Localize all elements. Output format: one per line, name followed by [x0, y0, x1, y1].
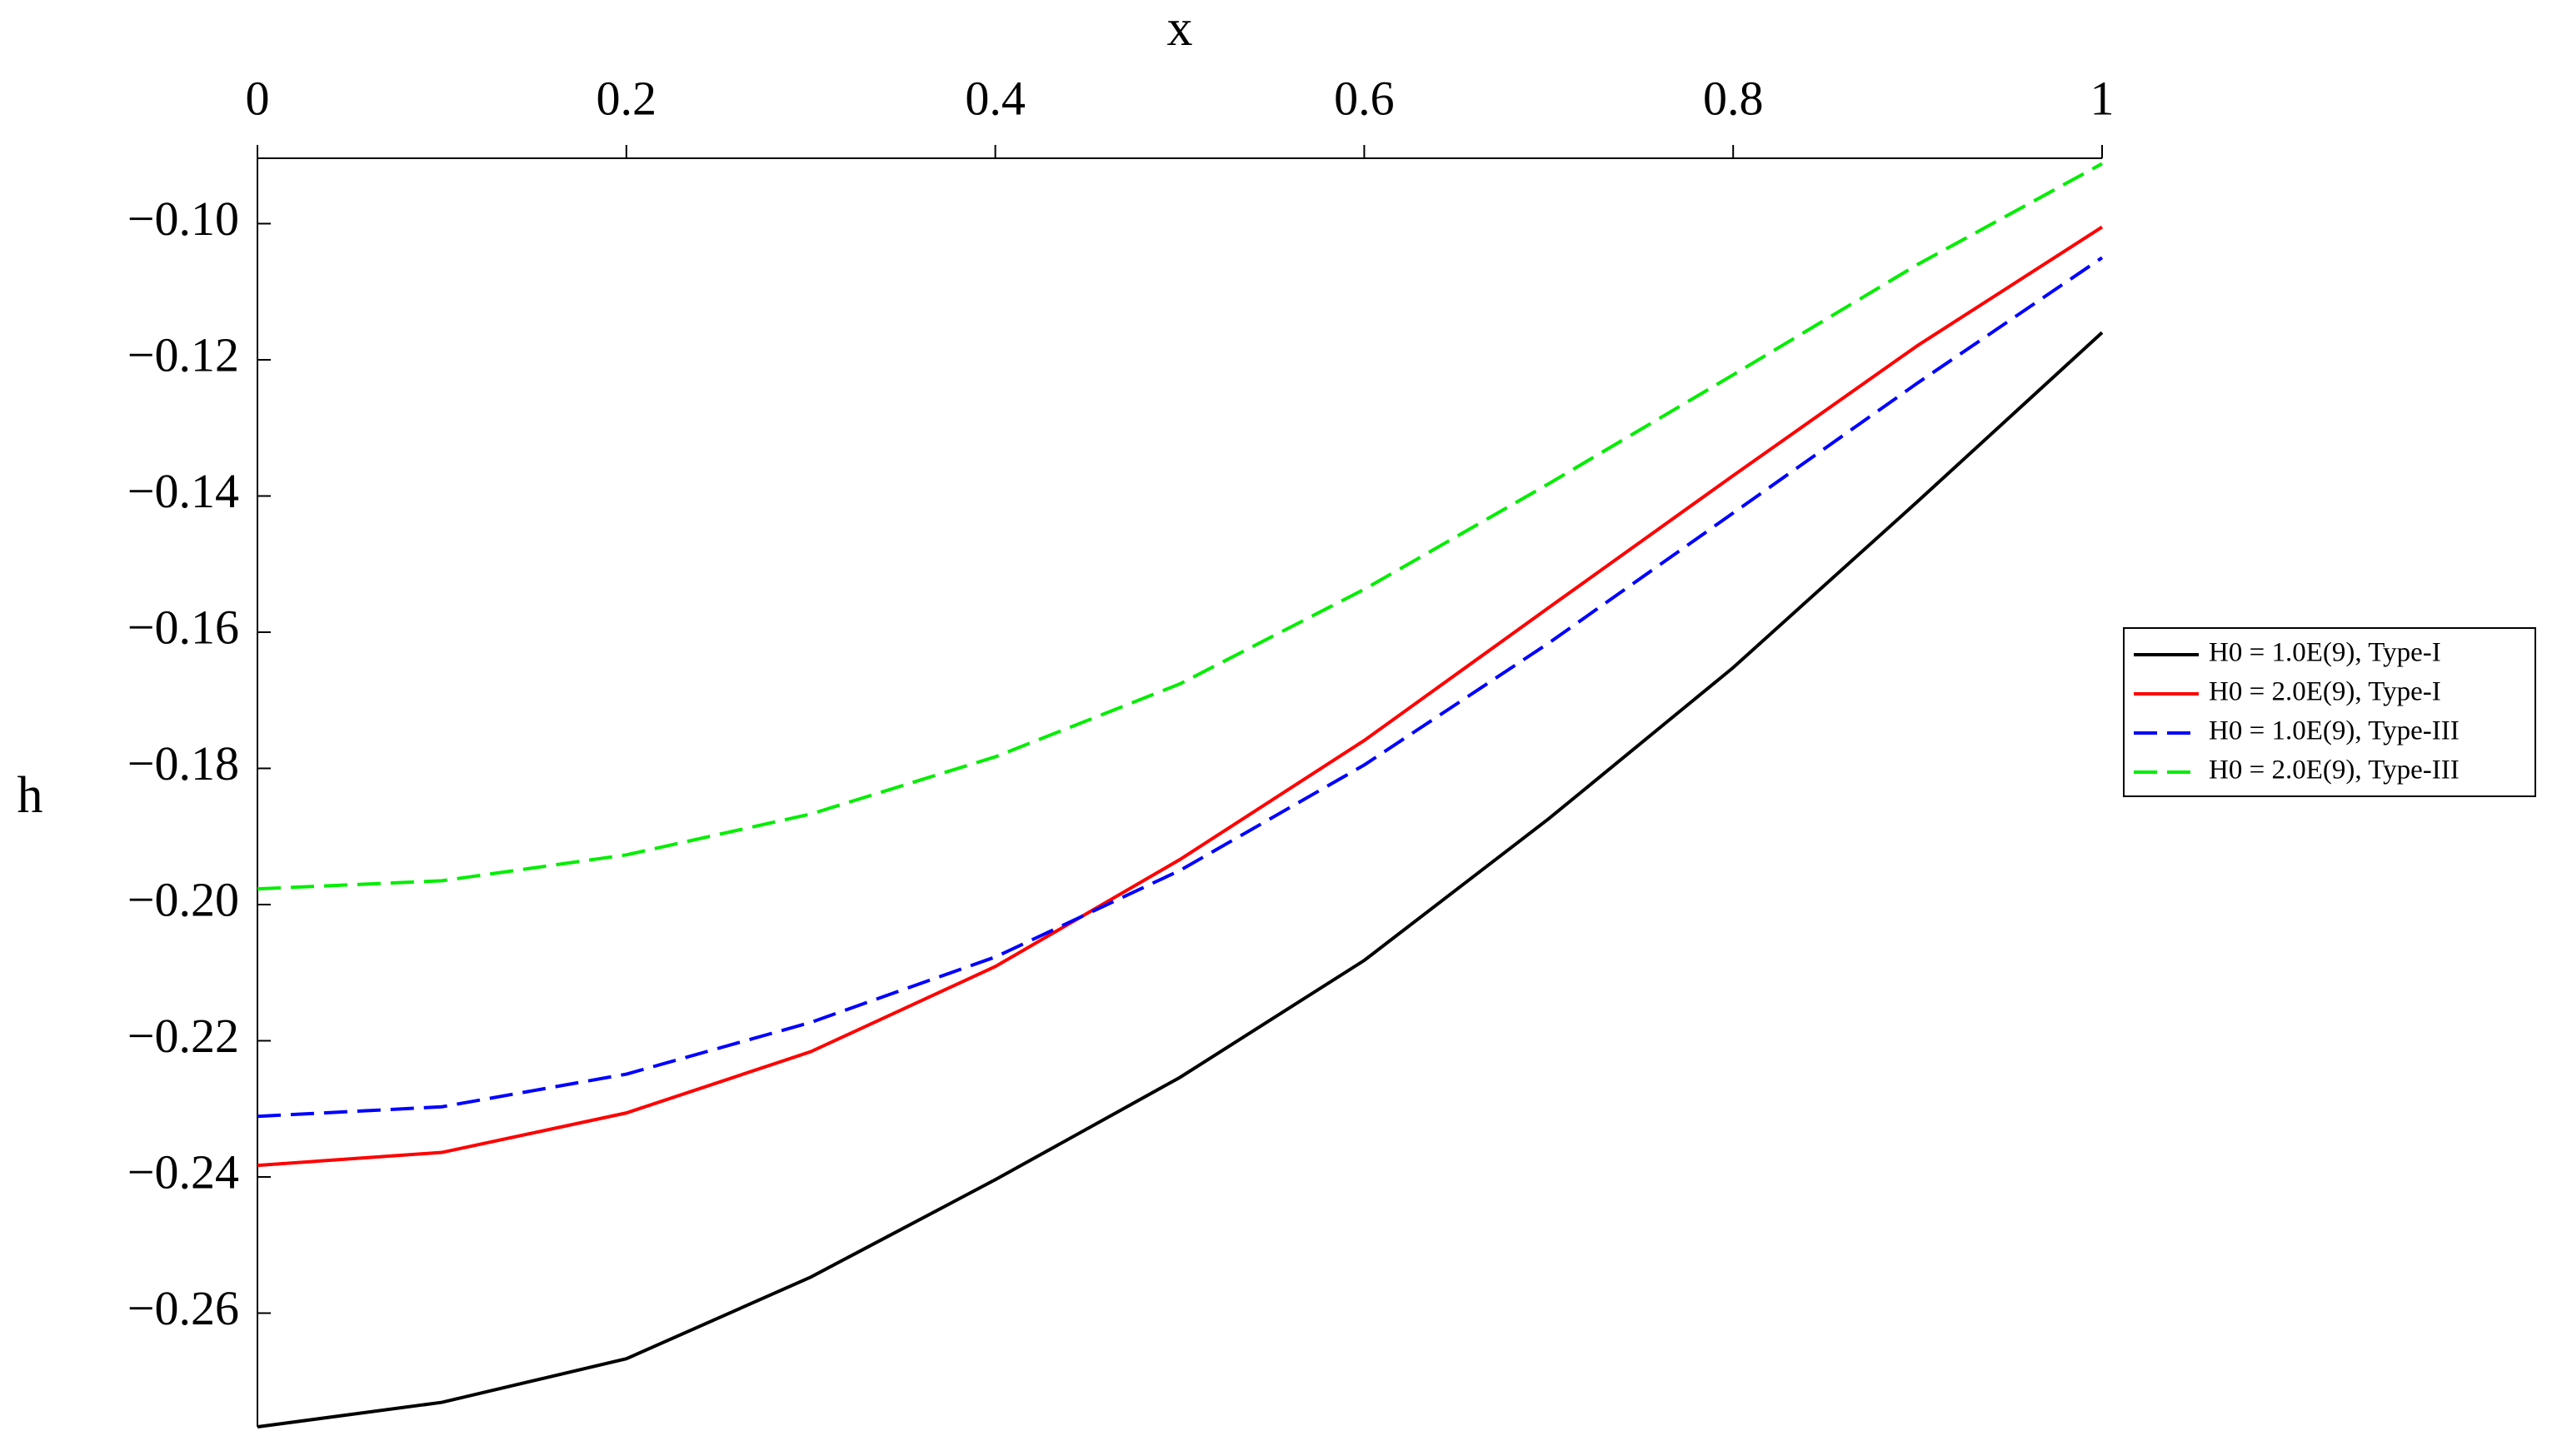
- y-tick-label: −0.10: [127, 192, 239, 246]
- series-line: [257, 331, 2104, 1429]
- x-tick-label: 0.6: [1334, 71, 1395, 125]
- x-axis-label: x: [1167, 0, 1193, 57]
- y-tick-label: −0.18: [127, 736, 239, 790]
- y-tick-label: −0.12: [127, 327, 239, 381]
- y-tick-label: −0.20: [127, 872, 239, 926]
- x-tick-label: 0.2: [597, 71, 657, 125]
- x-tick-label: 0: [246, 71, 270, 125]
- y-tick-label: −0.16: [127, 600, 239, 654]
- legend-label: H0 = 1.0E(9), Type-III: [2209, 716, 2460, 746]
- y-tick-label: −0.26: [127, 1281, 239, 1335]
- y-tick-label: −0.24: [127, 1144, 239, 1199]
- series-line: [257, 225, 2104, 1168]
- legend-label: H0 = 2.0E(9), Type-I: [2209, 677, 2441, 707]
- legend-label: H0 = 2.0E(9), Type-III: [2209, 755, 2460, 785]
- x-tick-label: 0.8: [1703, 71, 1764, 125]
- series-line: [257, 256, 2104, 1119]
- y-axis-label: h: [17, 767, 43, 824]
- x-tick-label: 1: [2090, 71, 2115, 125]
- y-tick-label: −0.22: [127, 1009, 239, 1063]
- y-tick-label: −0.14: [127, 464, 239, 518]
- legend-label: H0 = 1.0E(9), Type-I: [2209, 638, 2441, 668]
- series-line: [257, 162, 2103, 891]
- x-tick-label: 0.4: [965, 71, 1026, 125]
